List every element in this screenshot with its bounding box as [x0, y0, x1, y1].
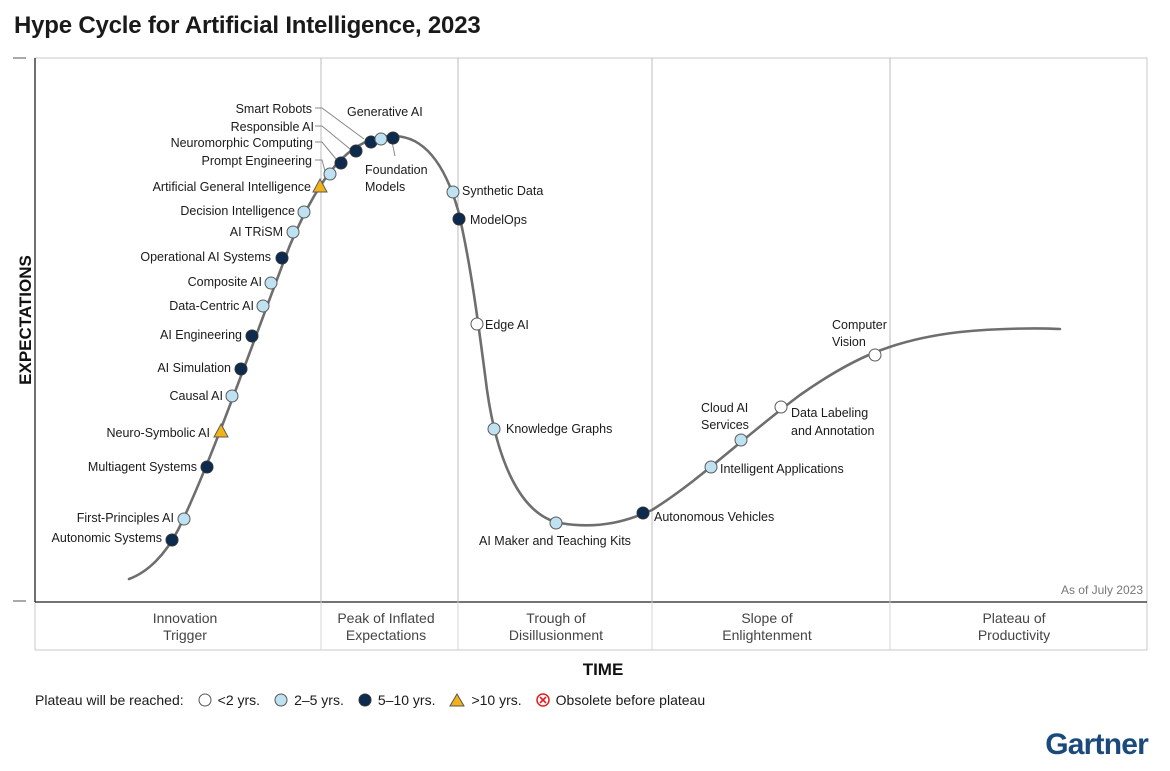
tech-marker [234, 362, 248, 376]
legend-title: Plateau will be reached: [35, 692, 184, 708]
tech-marker [177, 512, 191, 526]
phase-label: Enlightenment [722, 627, 812, 643]
tech-marker [374, 132, 388, 146]
legend: Plateau will be reached: <2 yrs. 2–5 yrs… [35, 690, 719, 710]
gartner-logo: Gartner [1045, 728, 1149, 761]
tech-label: First-Principles AI [77, 511, 174, 525]
tech-marker [256, 299, 270, 313]
phase-label: Slope of [741, 610, 792, 626]
tech-label: AI Simulation [157, 361, 231, 375]
tech-marker [487, 422, 501, 436]
tech-label: Neuromorphic Computing [171, 136, 313, 150]
tech-marker [334, 156, 348, 170]
tech-label: Intelligent Applications [720, 462, 844, 476]
tech-label: Data Labeling [791, 406, 868, 420]
tech-marker [323, 167, 337, 181]
light-blue-circle-icon [274, 693, 288, 707]
tech-marker [386, 131, 400, 145]
legend-label: <2 yrs. [217, 692, 261, 708]
tech-label: Synthetic Data [462, 184, 543, 198]
tech-label: Composite AI [188, 275, 262, 289]
tech-label: AI TRiSM [230, 225, 283, 239]
tech-label: ModelOps [470, 213, 527, 227]
tech-marker [275, 251, 289, 265]
phase-label: Peak of Inflated [337, 610, 434, 626]
red-x-circle-icon [535, 693, 550, 707]
tech-marker [704, 460, 718, 474]
tech-label: Responsible AI [231, 120, 314, 134]
white-circle-icon [198, 693, 212, 707]
tech-marker [165, 533, 179, 547]
hype-curve [127, 134, 1062, 581]
tech-label: and Annotation [791, 424, 874, 438]
legend-item-gt10: >10 yrs. [449, 692, 522, 708]
tech-label: Foundation [365, 163, 428, 177]
phase-label: Innovation [153, 610, 218, 626]
as-of-note: As of July 2023 [1061, 583, 1143, 597]
hype-cycle-chart: Autonomic Systems First-Principles AI Mu… [13, 57, 1148, 679]
legend-label: Obsolete before plateau [555, 692, 706, 708]
tech-label: Models [365, 180, 405, 194]
tech-marker [868, 348, 882, 362]
y-axis-title: EXPECTATIONS [16, 255, 35, 385]
legend-label: 2–5 yrs. [294, 692, 344, 708]
legend-label: 5–10 yrs. [377, 692, 436, 708]
phase-label: Productivity [978, 627, 1050, 643]
phase-label: Expectations [346, 627, 426, 643]
tech-marker [734, 433, 748, 447]
tech-label: Decision Intelligence [180, 204, 295, 218]
tech-marker [774, 400, 788, 414]
tech-marker [245, 329, 259, 343]
tech-label: Autonomic Systems [52, 531, 162, 545]
tech-marker [297, 205, 311, 219]
tech-label: Computer [832, 318, 887, 332]
tech-markers [165, 131, 882, 547]
tech-label: Generative AI [347, 105, 423, 119]
legend-item-2to5: 2–5 yrs. [274, 692, 344, 708]
tech-marker [636, 506, 650, 520]
tech-label: Data-Centric AI [169, 299, 254, 313]
legend-label: >10 yrs. [471, 692, 522, 708]
tech-label: AI Engineering [160, 328, 242, 342]
tech-marker [349, 144, 363, 158]
tech-marker [446, 185, 460, 199]
tech-marker [452, 212, 466, 226]
tech-label: Prompt Engineering [202, 154, 313, 168]
tech-label: Services [701, 418, 749, 432]
legend-item-obsolete: Obsolete before plateau [535, 692, 706, 708]
yellow-triangle-icon [449, 693, 466, 707]
tech-label: Operational AI Systems [140, 250, 271, 264]
tech-label: Cloud AI [701, 401, 748, 415]
tech-marker [286, 225, 300, 239]
tech-marker [225, 389, 239, 403]
chart-title: Hype Cycle for Artificial Intelligence, … [14, 12, 481, 39]
phase-labels: Innovation Trigger Peak of Inflated Expe… [153, 610, 1050, 643]
tech-marker [200, 460, 214, 474]
tech-label: Artificial General Intelligence [153, 180, 311, 194]
tech-marker [213, 422, 229, 438]
tech-label: Causal AI [169, 389, 223, 403]
tech-label: Smart Robots [236, 102, 312, 116]
tech-label: Vision [832, 335, 866, 349]
phase-label: Plateau of [982, 610, 1045, 626]
navy-circle-icon [358, 693, 372, 707]
legend-item-lt2: <2 yrs. [198, 692, 260, 708]
tech-marker [312, 177, 328, 193]
legend-item-5to10: 5–10 yrs. [358, 692, 436, 708]
tech-label: Knowledge Graphs [506, 422, 612, 436]
tech-marker [549, 516, 563, 530]
tech-marker [470, 317, 484, 331]
tech-marker [264, 276, 278, 290]
phase-label: Trigger [163, 627, 207, 643]
phase-label: Trough of [526, 610, 586, 626]
tech-label: Multiagent Systems [88, 460, 197, 474]
tech-label: Edge AI [485, 318, 529, 332]
phase-label: Disillusionment [509, 627, 603, 643]
tech-label: Autonomous Vehicles [654, 510, 774, 524]
x-axis-title: TIME [583, 660, 624, 679]
tech-label: Neuro-Symbolic AI [106, 426, 210, 440]
tech-label: AI Maker and Teaching Kits [479, 534, 631, 548]
